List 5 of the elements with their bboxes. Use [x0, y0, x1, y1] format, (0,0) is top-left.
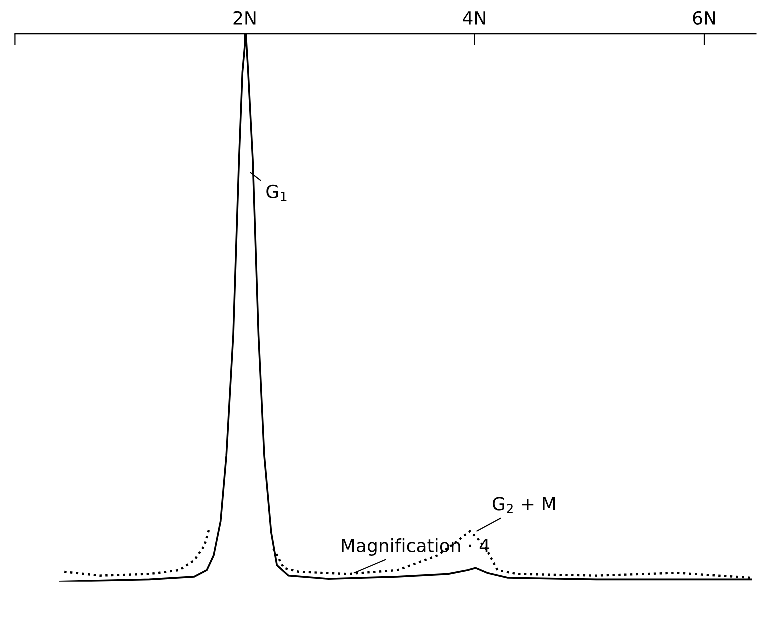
annotation: G$_{2}$ + M [492, 497, 556, 514]
annotation: G$_{1}$ [266, 184, 287, 202]
x-tick-label: 6N [693, 11, 716, 25]
x-tick-label: 2N [234, 11, 256, 25]
x-tick-label: 4N [463, 12, 486, 25]
